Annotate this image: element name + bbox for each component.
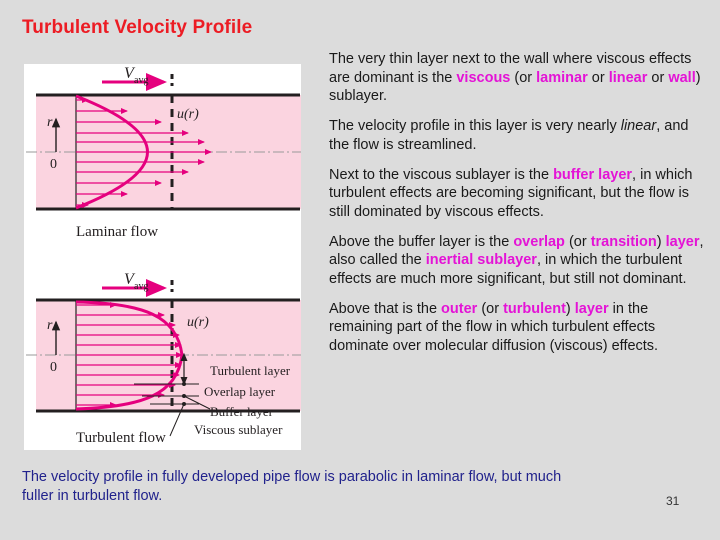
text-run: , also called the [329, 233, 704, 269]
turbulent-vavg-label: V [124, 271, 136, 288]
turbulent-profile-label: u(r) [187, 315, 209, 330]
label-turbulent-layer: Turbulent layer [210, 363, 291, 378]
paragraph-buffer-layer: Next to the viscous sublayer is the buff… [329, 166, 709, 222]
laminar-velocity-profile-curve [75, 94, 149, 210]
text-run: Next to the viscous sublayer is the [329, 166, 554, 183]
text-run: or [587, 69, 609, 86]
keyword-term: linear [608, 69, 648, 86]
label-overlap-layer: Overlap layer [204, 384, 276, 399]
keyword-term: layer [574, 300, 609, 317]
keyword-term: transition [590, 233, 657, 250]
label-viscous-sublayer: Viscous sublayer [194, 422, 283, 437]
page-number: 31 [666, 494, 680, 508]
paragraph-viscous-sublayer: The very thin layer next to the wall whe… [329, 50, 709, 106]
laminar-vavg-sub: avg [134, 75, 148, 86]
text-run: (or [477, 300, 504, 317]
keyword-term: outer [441, 300, 478, 317]
text-run: in the remaining part of the flow in whi… [329, 300, 659, 355]
velocity-profile-figure: V avg [26, 65, 301, 446]
text-run: ) [656, 233, 666, 250]
emphasis-term: linear [620, 118, 657, 135]
figure-panel: V avg [24, 64, 301, 450]
text-run: , in which the turbulent effects are muc… [329, 252, 687, 288]
overlap-layer-marker [182, 382, 186, 386]
text-run: Above that is the [329, 300, 442, 317]
text-run: ) sublayer. [329, 69, 701, 105]
keyword-term: overlap [513, 233, 565, 250]
turbulent-velocity-vectors [76, 301, 183, 409]
laminar-origin-label: 0 [50, 157, 57, 172]
figure-caption: The velocity profile in fully developed … [22, 469, 562, 505]
laminar-profile-label: u(r) [177, 107, 199, 122]
laminar-velocity-vectors [76, 96, 212, 209]
text-run: ) [565, 300, 575, 317]
label-buffer-layer: Buffer layer [210, 404, 274, 419]
text-run: Above the buffer layer is the [329, 233, 514, 250]
buffer-layer-leader [183, 395, 211, 410]
keyword-term: viscous [456, 69, 511, 86]
body-text-column: The very thin layer next to the wall whe… [329, 50, 709, 356]
keyword-term: turbulent [503, 300, 566, 317]
keyword-term: buffer layer [553, 166, 633, 183]
turbulent-vavg-sub: avg [134, 281, 148, 292]
text-run: The velocity profile in this layer is ve… [329, 118, 621, 135]
laminar-flow-diagram: V avg [26, 65, 301, 240]
laminar-flow-caption: Laminar flow [76, 224, 158, 240]
laminar-vavg-label: V [124, 65, 136, 82]
keyword-term: layer [665, 233, 700, 250]
text-run: , and the flow is streamlined. [329, 118, 689, 153]
turbulent-origin-label: 0 [50, 360, 57, 375]
text-run: or [647, 69, 669, 86]
paragraph-linear-profile: The velocity profile in this layer is ve… [329, 117, 709, 154]
text-run: (or [510, 69, 537, 86]
paragraph-overlap-layer: Above the buffer layer is the overlap (o… [329, 233, 709, 289]
keyword-term: inertial sublayer [425, 252, 537, 269]
turbulent-flow-diagram: V avg [26, 271, 301, 446]
turbulent-r-label: r [47, 318, 53, 333]
text-run: (or [564, 233, 591, 250]
laminar-r-label: r [47, 115, 53, 130]
paragraph-outer-layer: Above that is the outer (or turbulent) l… [329, 300, 709, 356]
text-run: The very thin layer next to the wall whe… [329, 51, 692, 86]
keyword-term: laminar [536, 69, 588, 86]
viscous-sublayer-leader [169, 403, 185, 437]
page-title: Turbulent Velocity Profile [22, 17, 253, 38]
turbulent-flow-caption: Turbulent flow [76, 430, 166, 446]
text-run: , in which turbulent effects are becomin… [329, 166, 693, 220]
keyword-term: wall [668, 69, 696, 86]
